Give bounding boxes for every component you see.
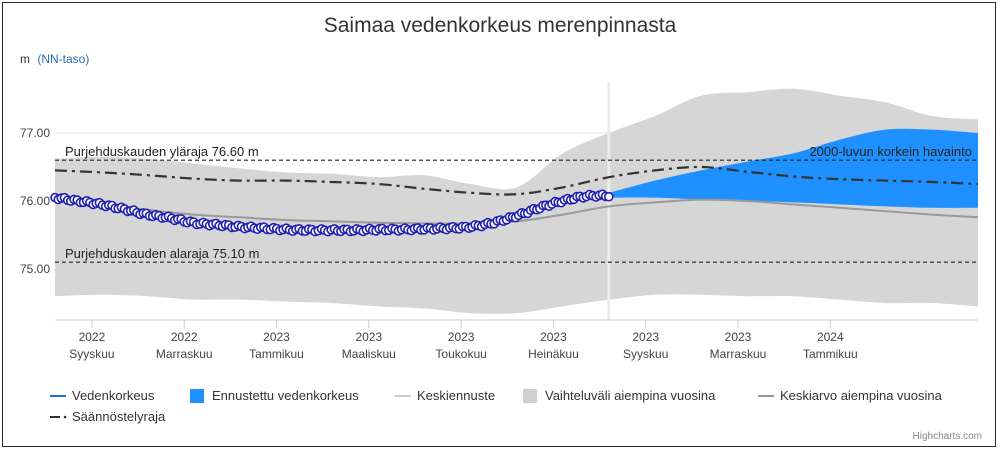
regulation-line[interactable] [54, 165, 979, 196]
x-tick-month: Toukokuu [435, 347, 486, 361]
x-tick-year: 2022 [171, 330, 198, 344]
legend-item[interactable]: Keskiarvo aiempina vuosina [758, 388, 943, 403]
x-tick-year: 2023 [540, 330, 567, 344]
legend[interactable]: Vedenkorkeus Ennustettu vedenkorkeus Keski… [50, 388, 943, 424]
x-tick-year: 2023 [448, 330, 475, 344]
x-tick-month: Tammikuu [249, 347, 304, 361]
legend-label: Ennustettu vedenkorkeus [212, 388, 359, 403]
credits-link[interactable]: Highcharts.com [913, 431, 982, 442]
legend-item[interactable]: Ennustettu vedenkorkeus [190, 388, 359, 403]
y-tick-label: 77.00 [20, 126, 50, 140]
x-tick-year: 2023 [725, 330, 752, 344]
y-axis-unit: m (NN-taso) [20, 52, 89, 66]
y-tick-label: 75.00 [20, 262, 50, 276]
y-axis-unit-m: m [20, 52, 30, 66]
chart-title: Saimaa vedenkorkeus merenpinnasta [324, 14, 677, 37]
legend-label: Vaihteluväli aiempina vuosina [545, 388, 716, 403]
legend-label: Keskiennuste [417, 388, 495, 403]
x-tick-month: Tammikuu [803, 347, 858, 361]
x-tick-year: 2023 [632, 330, 659, 344]
legend-item[interactable]: Keskiennuste [395, 388, 495, 403]
highest-observation-label: 2000-luvun korkein havainto [809, 144, 972, 159]
x-tick-year: 2024 [817, 330, 844, 344]
legend-item[interactable]: Vaihteluväli aiempina vuosina [523, 388, 716, 403]
historical-range-area[interactable] [55, 88, 978, 314]
x-tick-month: Syyskuu [623, 347, 668, 361]
plot-area[interactable]: Purjehduskauden yläraja 76.60 m Purjehdus… [50, 82, 979, 320]
axes: 2022 Syyskuu 2022 Marraskuu 2023 Tammikuu 2023… [20, 126, 978, 361]
x-tick-month: Marraskuu [710, 347, 767, 361]
x-tick-month: Syyskuu [69, 347, 114, 361]
x-tick-year: 2023 [355, 330, 382, 344]
y-tick-label: 76.00 [20, 194, 50, 208]
x-tick-year: 2023 [263, 330, 290, 344]
legend-item[interactable]: Vedenkorkeus [50, 388, 155, 403]
forecast-area[interactable] [608, 128, 978, 208]
legend-label: Keskiarvo aiempina vuosina [780, 388, 943, 403]
legend-item[interactable]: Säännöstelyraja [50, 409, 166, 424]
observed-level-point[interactable] [603, 191, 614, 202]
y-axis-unit-note: (NN-taso) [37, 52, 89, 66]
x-tick-month: Heinäkuu [528, 347, 579, 361]
legend-swatch-dot [63, 415, 67, 419]
legend-swatch [190, 389, 204, 403]
x-tick-month: Maaliskuu [342, 347, 396, 361]
x-tick-month: Marraskuu [156, 347, 213, 361]
legend-label: Vedenkorkeus [72, 388, 155, 403]
reference-line-label: Purjehduskauden alaraja 75.10 m [65, 246, 259, 261]
x-tick-year: 2022 [79, 330, 106, 344]
legend-label: Säännöstelyraja [72, 409, 166, 424]
legend-swatch [523, 389, 537, 403]
reference-line-label: Purjehduskauden yläraja 76.60 m [65, 144, 259, 159]
